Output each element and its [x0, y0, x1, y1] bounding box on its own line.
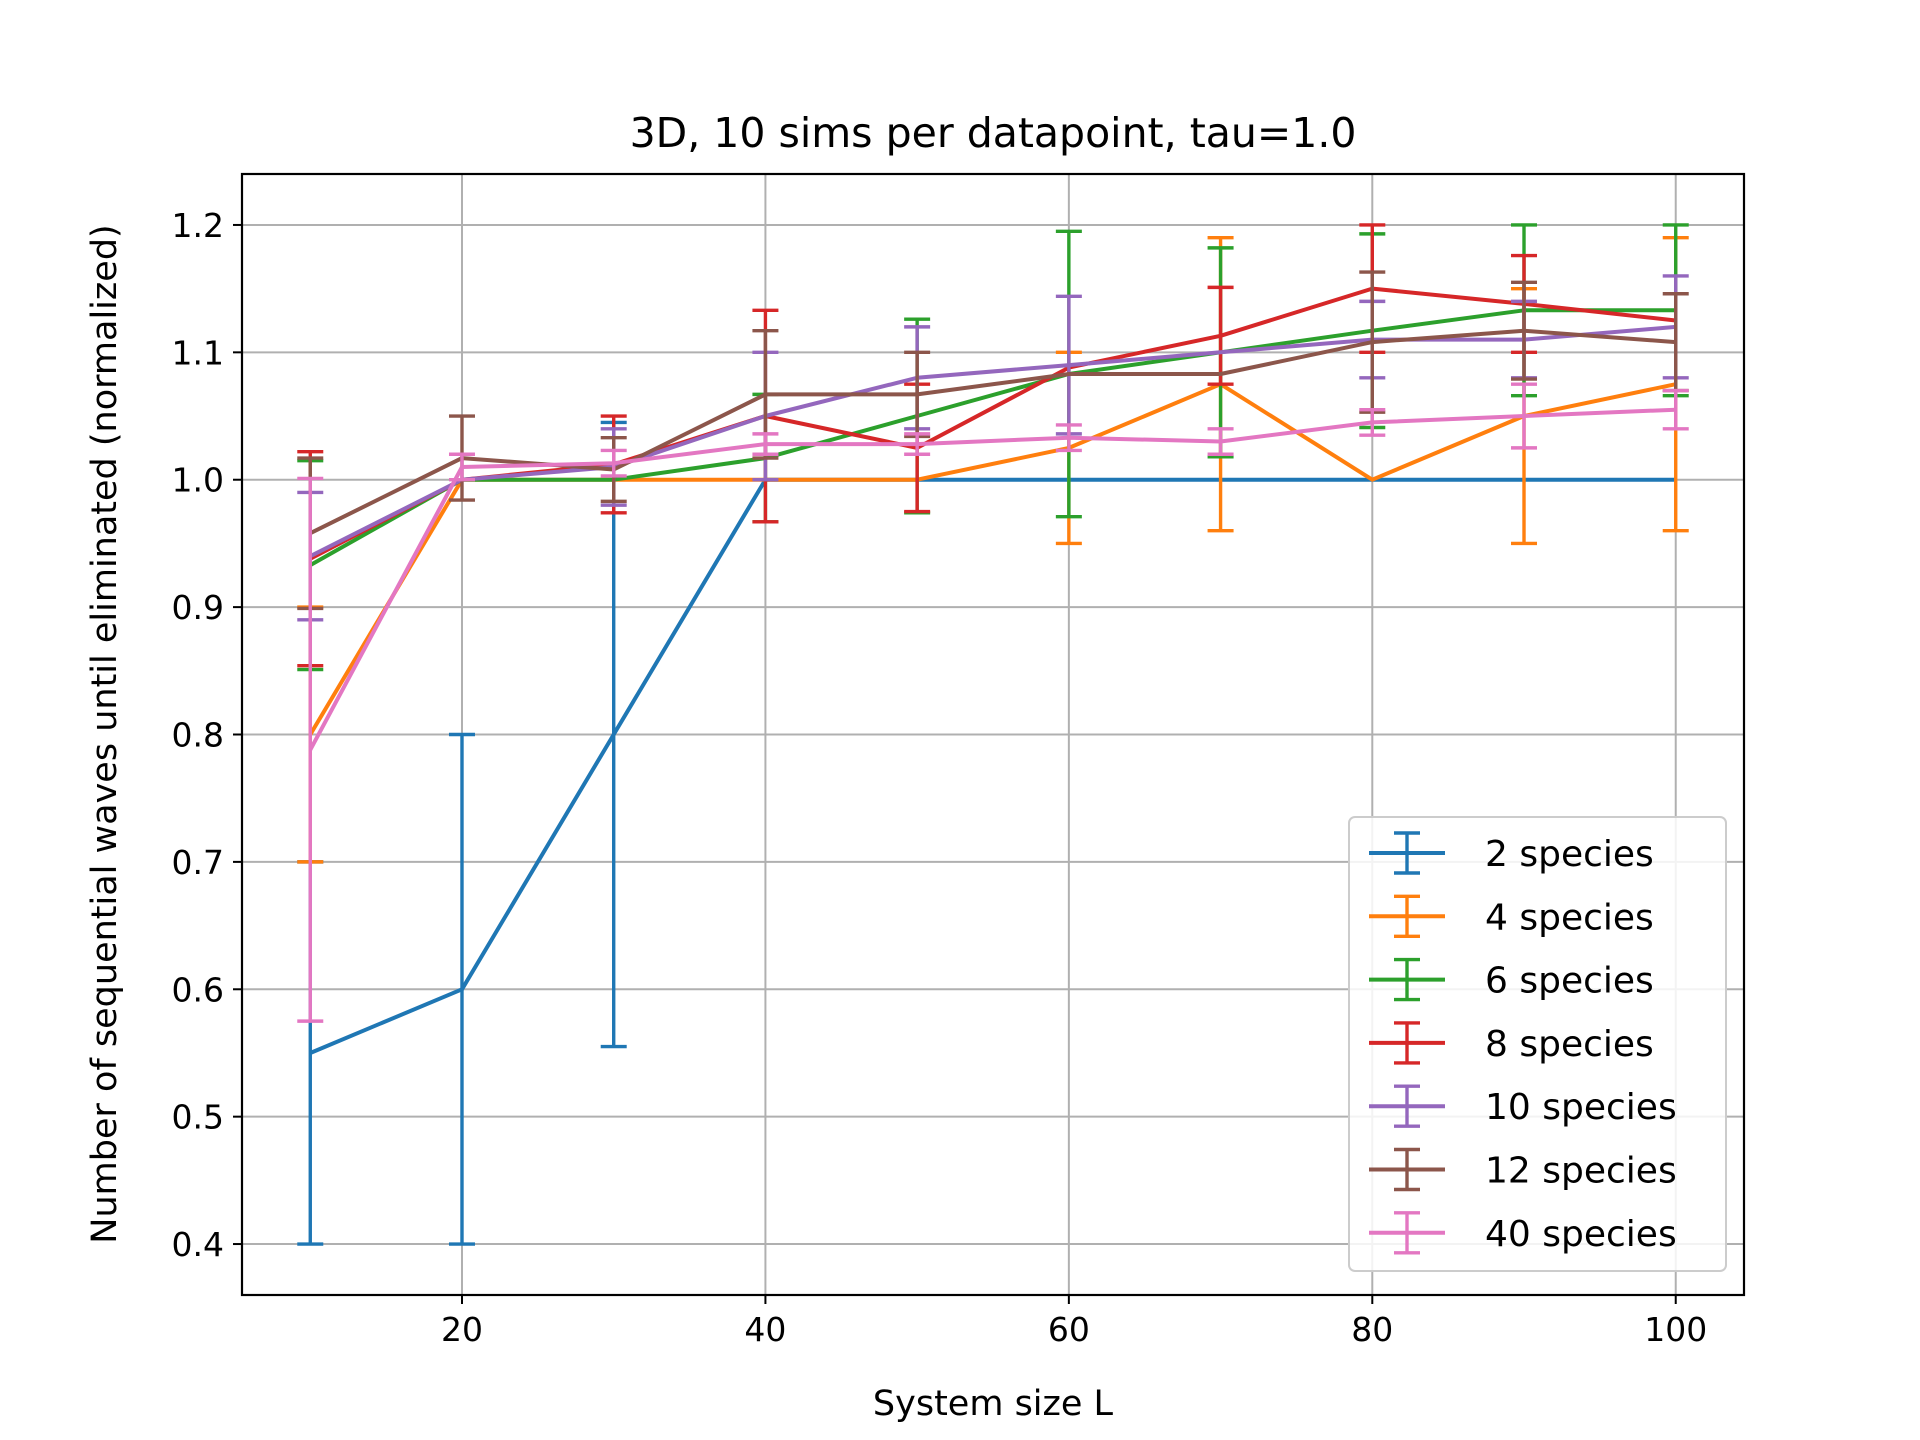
y-tick-label: 0.9: [172, 588, 224, 627]
legend-label: 40 species: [1485, 1214, 1677, 1255]
series-line: [309, 477, 1676, 1055]
x-tick-label: 60: [1048, 1310, 1090, 1349]
chart-title: 3D, 10 sims per datapoint, tau=1.0: [630, 109, 1357, 157]
y-tick-label: 1.1: [172, 333, 224, 372]
y-tick-label: 1.2: [172, 206, 224, 245]
legend-box: [1348, 816, 1727, 1272]
legend-item: 8 species: [1369, 1021, 1654, 1065]
y-tick-label: 0.8: [172, 716, 224, 755]
series-line: [309, 324, 1676, 558]
series-7: [297, 382, 1689, 1023]
legend-item: 2 species: [1369, 831, 1654, 875]
legend-label: 2 species: [1485, 834, 1654, 875]
axis-ticks: 20 40 60 80 100 0.4 0.5 0.6 0.7 0.8 0.9 1.0 1.1 1.2: [172, 206, 1708, 1349]
legend-label: 6 species: [1485, 961, 1654, 1002]
series-layer: [297, 223, 1689, 1246]
series-line: [308, 407, 1676, 751]
y-tick-label: 1.0: [172, 461, 224, 500]
legend-item: 10 species: [1369, 1084, 1677, 1128]
series-line: [309, 308, 1676, 567]
y-axis-label: Number of sequential waves until elimina…: [85, 224, 125, 1243]
legend-item: 4 species: [1369, 894, 1654, 938]
y-tick-label: 0.6: [172, 970, 224, 1009]
legend-label: 8 species: [1485, 1024, 1654, 1065]
x-tick-label: 80: [1351, 1310, 1393, 1349]
legend-label: 4 species: [1485, 897, 1654, 938]
y-tick-label: 0.5: [172, 1098, 224, 1137]
legend-item: 40 species: [1369, 1211, 1677, 1255]
legend-label: 12 species: [1485, 1151, 1677, 1192]
y-tick-label: 0.4: [172, 1225, 224, 1264]
y-tick-label: 0.7: [172, 843, 224, 882]
legend-label: 10 species: [1485, 1087, 1677, 1128]
x-tick-label: 40: [744, 1310, 786, 1349]
legend-item: 12 species: [1369, 1147, 1677, 1192]
x-tick-label: 20: [441, 1310, 483, 1349]
x-axis-label: System size L: [873, 1384, 1114, 1424]
legend-item: 6 species: [1369, 957, 1654, 1002]
legend: 2 species 4 species 6 species 8 species 10 s…: [1348, 816, 1727, 1272]
x-tick-label: 100: [1644, 1310, 1707, 1349]
